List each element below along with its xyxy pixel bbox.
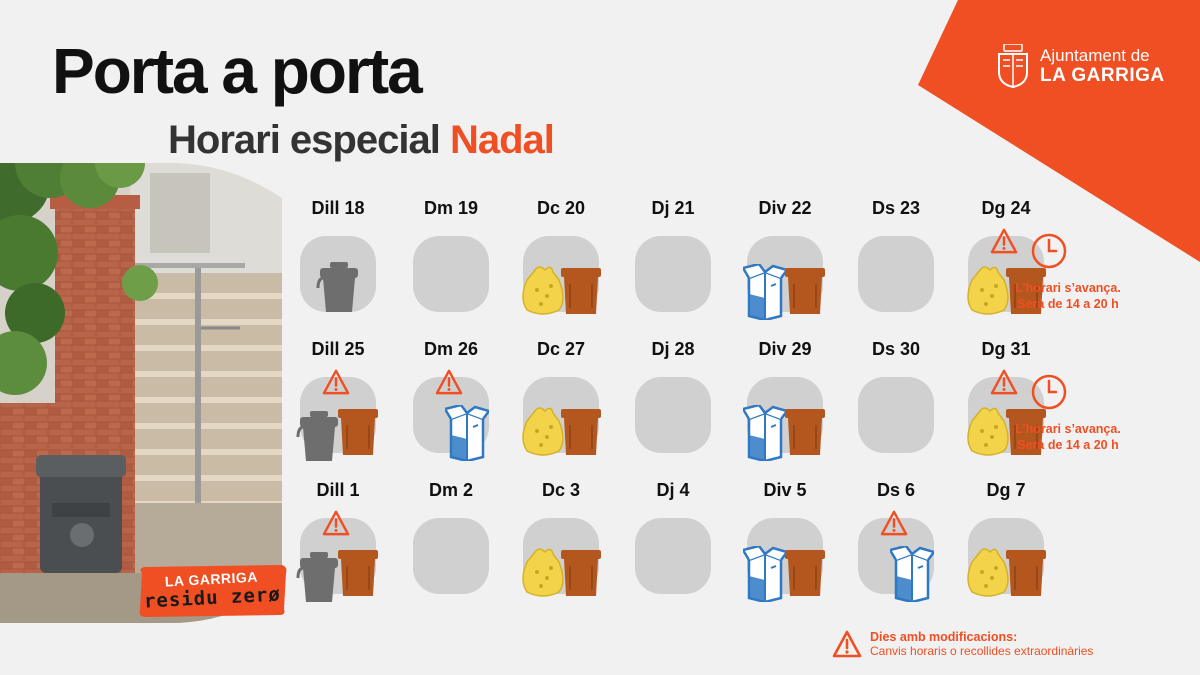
clock-icon xyxy=(1031,374,1067,410)
day-cell xyxy=(858,377,934,453)
envasos-bag-icon xyxy=(522,266,564,315)
subtitle-accent: Nadal xyxy=(449,118,555,162)
paper-box-icon xyxy=(890,546,934,602)
day-cell xyxy=(635,236,711,312)
envasos-bag-icon xyxy=(522,548,564,597)
page-subtitle: Horari especial Nadal xyxy=(168,118,555,163)
day-cell xyxy=(858,236,934,312)
day-label: Ds 6 xyxy=(876,480,916,500)
day-label: Dc 27 xyxy=(536,339,586,359)
day-cell xyxy=(635,377,711,453)
day-label: Dj 28 xyxy=(651,339,695,359)
day-label: Dg 7 xyxy=(986,480,1026,500)
organica-bin-icon xyxy=(561,409,601,455)
warning-icon xyxy=(322,510,350,536)
warning-icon xyxy=(832,630,862,658)
organica-bin-icon xyxy=(338,409,378,455)
day-label: Dc 20 xyxy=(536,198,586,218)
day-label: Div 29 xyxy=(758,339,812,359)
organica-bin-icon xyxy=(1006,268,1046,314)
paper-box-icon xyxy=(445,405,489,461)
day-cell xyxy=(635,518,711,594)
doorstep-photo xyxy=(0,163,282,623)
schedule-note-line2: Serà de 14 a 20 h xyxy=(1017,297,1119,311)
organica-bin-icon xyxy=(785,550,825,596)
day-label: Div 22 xyxy=(758,198,812,218)
schedule-note-line2: Serà de 14 a 20 h xyxy=(1017,438,1119,452)
day-label: Div 5 xyxy=(763,480,807,500)
organica-bin-icon xyxy=(561,268,601,314)
warning-icon xyxy=(322,369,350,395)
warning-icon xyxy=(990,369,1018,395)
organica-bin-icon xyxy=(1006,409,1046,455)
envasos-bag-icon xyxy=(967,548,1009,597)
day-label: Dc 3 xyxy=(541,480,581,500)
municipal-name-line1: Ajuntament de xyxy=(1040,45,1150,65)
paper-box-icon xyxy=(743,264,787,320)
legend: Dies amb modificacions: Canvis horaris o… xyxy=(832,630,1093,658)
resta-bin-icon xyxy=(296,411,338,461)
day-label: Dg 31 xyxy=(981,339,1031,359)
municipal-logo: Ajuntament de LA GARRIGA xyxy=(996,44,1165,88)
residu-zero-badge-text: LA GARRIGA residu zerø xyxy=(135,561,290,621)
municipal-name: Ajuntament de LA GARRIGA xyxy=(1040,45,1165,86)
legend-subtitle: Canvis horaris o recollides extraordinàr… xyxy=(870,644,1094,658)
day-cell xyxy=(413,518,489,594)
organica-bin-icon xyxy=(785,409,825,455)
subtitle-main: Horari especial xyxy=(168,118,450,162)
organica-bin-icon xyxy=(338,550,378,596)
schedule-note: L’horari s’avança. Serà de 14 a 20 h xyxy=(1003,280,1133,312)
page-title: Porta a porta xyxy=(52,35,423,107)
day-cell xyxy=(413,236,489,312)
warning-icon xyxy=(990,228,1018,254)
day-label: Dg 24 xyxy=(981,198,1031,218)
day-label: Dill 25 xyxy=(311,339,365,359)
clock-icon xyxy=(1031,233,1067,269)
day-label: Ds 30 xyxy=(871,339,921,359)
warning-icon xyxy=(435,369,463,395)
organica-bin-icon xyxy=(1006,550,1046,596)
organica-bin-icon xyxy=(561,550,601,596)
day-label: Dm 19 xyxy=(423,198,479,218)
organica-bin-icon xyxy=(785,268,825,314)
envasos-bag-icon xyxy=(967,266,1009,315)
municipal-name-line2: LA GARRIGA xyxy=(1040,64,1165,86)
warning-icon xyxy=(880,510,908,536)
day-label: Dill 18 xyxy=(311,198,365,218)
resta-bin-icon xyxy=(316,262,358,312)
paper-box-icon xyxy=(743,405,787,461)
residu-zero-badge xyxy=(139,565,287,617)
day-label: Dm 2 xyxy=(428,480,473,500)
day-label: Ds 23 xyxy=(871,198,921,218)
day-label: Dj 4 xyxy=(656,480,690,500)
paper-box-icon xyxy=(743,546,787,602)
day-label: Dm 26 xyxy=(423,339,479,359)
coat-of-arms-icon xyxy=(998,44,1028,88)
schedule-note-line1: L’horari s’avança. xyxy=(1015,422,1121,436)
day-label: Dj 21 xyxy=(651,198,695,218)
schedule-note: L’horari s’avança. Serà de 14 a 20 h xyxy=(1003,421,1133,453)
envasos-bag-icon xyxy=(967,407,1009,456)
resta-bin-icon xyxy=(296,552,338,602)
legend-title: Dies amb modificacions: xyxy=(870,630,1018,644)
day-label: Dill 1 xyxy=(316,480,360,500)
schedule-note-line1: L’horari s’avança. xyxy=(1015,281,1121,295)
corner-banner xyxy=(918,0,1200,262)
envasos-bag-icon xyxy=(522,407,564,456)
